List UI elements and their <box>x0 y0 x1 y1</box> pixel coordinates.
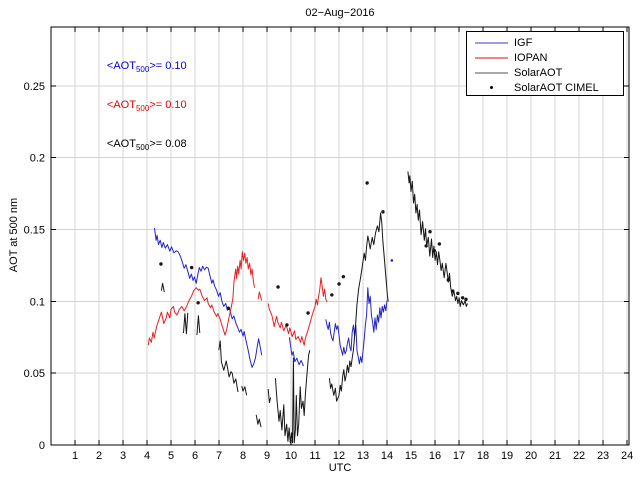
svg-text:0.25: 0.25 <box>24 81 45 93</box>
svg-text:23: 23 <box>597 450 609 462</box>
svg-text:2: 2 <box>96 450 102 462</box>
svg-text:14: 14 <box>381 450 393 462</box>
svg-text:18: 18 <box>477 450 489 462</box>
svg-text:24: 24 <box>621 450 633 462</box>
annotation-igf-mean: <AOT500>= 0.10 <box>106 60 187 75</box>
axes-box <box>50 26 630 446</box>
legend-entry-solaraot-cimel: SolarAOT CIMEL <box>467 80 623 95</box>
svg-text:11: 11 <box>309 450 320 462</box>
solaraot-line-sample-icon <box>475 71 508 74</box>
legend-entry-igf: IGF <box>467 35 623 50</box>
svg-text:12: 12 <box>333 450 345 462</box>
svg-text:16: 16 <box>429 450 441 462</box>
tick-labels: 1 2 3 4 5 6 7 8 9 10 11 12 13 14 15 16 17 18 19 20 21 22 23 240… <box>24 81 634 462</box>
svg-text:0.05: 0.05 <box>24 368 45 380</box>
legend-entry-solaraot: SolarAOT <box>467 65 623 80</box>
svg-text:21: 21 <box>549 450 561 462</box>
annotation-solaraot-mean: <AOT500>= 0.08 <box>106 137 187 152</box>
svg-text:8: 8 <box>240 450 246 462</box>
svg-text:13: 13 <box>357 450 369 462</box>
svg-text:19: 19 <box>501 450 513 462</box>
series-iopan <box>147 251 328 346</box>
svg-text:10: 10 <box>285 450 297 462</box>
svg-text:0.15: 0.15 <box>24 225 45 237</box>
svg-text:0: 0 <box>39 440 45 452</box>
series-solaraot-cimel <box>159 181 468 327</box>
svg-text:5: 5 <box>168 450 174 462</box>
annotation-iopan-mean: <AOT500>= 0.10 <box>106 99 187 113</box>
x-axis-label: UTC <box>328 462 352 474</box>
igf-line-sample-icon <box>475 41 508 44</box>
svg-text:20: 20 <box>525 450 537 462</box>
legend: IGF IOPAN SolarAOT SolarAOT CIMEL <box>466 31 624 96</box>
svg-text:0.2: 0.2 <box>30 153 45 165</box>
svg-text:22: 22 <box>573 450 585 462</box>
series-igf <box>154 228 394 368</box>
svg-text:17: 17 <box>453 450 465 462</box>
svg-text:9: 9 <box>264 450 270 462</box>
svg-text:6: 6 <box>192 450 198 462</box>
chart-title: 02−Aug−2016 <box>305 7 375 19</box>
iopan-line-sample-icon <box>475 56 508 59</box>
svg-text:0.1: 0.1 <box>30 296 45 308</box>
cimel-dot-sample-icon <box>475 86 508 89</box>
svg-text:15: 15 <box>405 450 417 462</box>
y-axis-label: AOT at 500 nm <box>8 197 20 273</box>
series-solaraot <box>160 171 468 444</box>
svg-text:1: 1 <box>72 450 78 462</box>
legend-entry-iopan: IOPAN <box>467 50 623 65</box>
svg-text:4: 4 <box>144 450 150 462</box>
svg-text:3: 3 <box>120 450 126 462</box>
svg-text:7: 7 <box>216 450 222 462</box>
